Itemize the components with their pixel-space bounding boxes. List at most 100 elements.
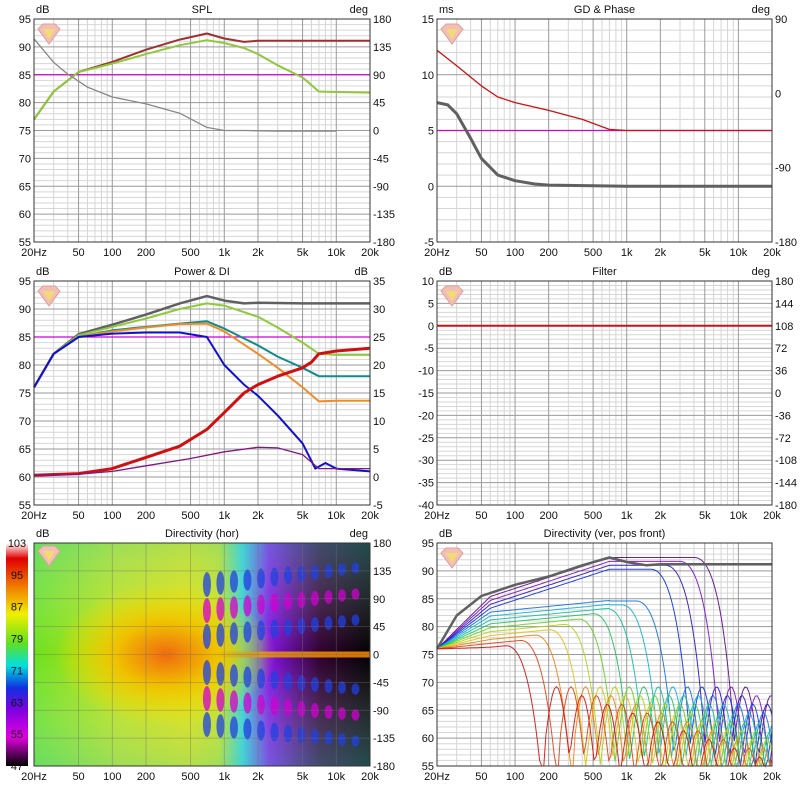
logo-gem-icon (440, 285, 464, 307)
x-tick-label: 10k (730, 510, 748, 522)
x-tick-label: 10k (730, 247, 748, 259)
y2-tick-label: -135 (373, 733, 395, 745)
y-tick-label: 70 (422, 677, 434, 689)
heatmap-lobe (351, 735, 360, 747)
colorbar-tick-label: 79 (11, 634, 23, 646)
y-tick-label: 85 (422, 594, 434, 606)
heatmap-lobe (337, 563, 346, 576)
x-tick-label: 500 (181, 771, 199, 783)
y-tick-label: 60 (19, 209, 31, 221)
x-tick-label: 50 (475, 771, 487, 783)
y-tick-label: 65 (19, 444, 31, 456)
colorbar-tick-label: 103 (8, 538, 26, 550)
heatmap-lobe (256, 620, 265, 641)
heatmap-lobe (351, 683, 360, 695)
x-tick-label: 100 (506, 510, 524, 522)
heatmap-lobe (297, 700, 306, 718)
x-tick-label: 200 (539, 510, 557, 522)
chart-title: Directivity (hor) (165, 528, 239, 540)
heatmap-lobe (337, 615, 346, 628)
y-tick-label: 90 (422, 566, 434, 578)
x-tick-label: 500 (181, 510, 199, 522)
series-line-power_di-4 (33, 331, 371, 473)
series-line-spl-2 (33, 38, 337, 132)
x-tick-label: 50 (72, 771, 84, 783)
directivity-curve (436, 634, 772, 767)
left-axis-unit: dB (439, 266, 452, 278)
y-tick-label: 80 (422, 622, 434, 634)
heatmap-lobe (324, 679, 333, 693)
left-axis-unit: dB (439, 528, 452, 540)
heatmap-lobe (229, 690, 238, 713)
logo-gem-icon (37, 285, 61, 307)
y-tick-label: 95 (422, 538, 434, 550)
x-tick-label: 1k (218, 247, 230, 259)
plot-frame (436, 280, 773, 506)
x-tick-label: 200 (539, 247, 557, 259)
heatmap-lobe (337, 733, 346, 746)
logo-gem-inner (43, 291, 55, 301)
logo-gem-icon (37, 23, 61, 45)
heatmap-lobe (283, 724, 292, 743)
x-tick-label: 10k (327, 510, 345, 522)
x-tick-label: 5k (699, 771, 711, 783)
logo-gem-inner (43, 551, 55, 561)
x-tick-label: 2k (252, 771, 264, 783)
x-tick-label: 20k (763, 510, 781, 522)
heatmap-lobe (310, 565, 319, 580)
y-tick-label: 55 (19, 237, 31, 249)
heatmap-lobe (297, 617, 306, 635)
heatmap-lobe (229, 664, 238, 687)
heatmap-lobe (297, 591, 306, 609)
y2-tick-label: 25 (373, 332, 385, 344)
heatmap-lobe (310, 617, 319, 632)
plot-frame (33, 280, 371, 506)
colorbar-tick-label: 47 (11, 761, 23, 773)
y2-tick-label: 180 (775, 276, 793, 288)
y-tick-label: 90 (19, 42, 31, 54)
right-axis-unit: deg (752, 266, 770, 278)
heatmap-lobe (297, 565, 306, 583)
y2-tick-label: -36 (775, 410, 791, 422)
y-tick-label: -10 (418, 366, 434, 378)
y-tick-label: 75 (422, 650, 434, 662)
heatmap-lobe (243, 595, 252, 617)
y-tick-label: 55 (422, 761, 434, 773)
x-tick-label: 2k (252, 247, 264, 259)
heatmap-lobe (229, 622, 238, 645)
x-tick-label: 5k (297, 771, 309, 783)
heatmap-lobe (202, 624, 211, 649)
y-tick-label: 95 (19, 14, 31, 26)
x-tick-label: 20Hz (424, 771, 450, 783)
y2-tick-label: -108 (775, 455, 797, 467)
x-tick-label: 500 (181, 247, 199, 259)
y2-tick-label: -90 (775, 163, 791, 175)
heatmap-lobe (337, 707, 346, 720)
y-tick-label: -15 (418, 388, 434, 400)
chart-title: Filter (592, 266, 617, 278)
plot-frame (33, 542, 371, 767)
y-tick-label: 75 (19, 126, 31, 138)
y2-tick-label: -180 (373, 237, 395, 249)
y-tick-label: -25 (418, 433, 434, 445)
y2-tick-label: 15 (373, 388, 385, 400)
x-tick-label: 5k (297, 247, 309, 259)
y-tick-label: 85 (19, 332, 31, 344)
y-tick-label: 60 (422, 733, 434, 745)
y2-tick-label: -90 (373, 705, 389, 717)
heatmap-lobe (229, 570, 238, 593)
x-tick-label: 1k (218, 771, 230, 783)
x-tick-label: 20k (763, 247, 781, 259)
heatmap-lobe (283, 566, 292, 585)
y2-tick-label: 108 (775, 321, 793, 333)
heatmap-lobe (297, 726, 306, 744)
x-tick-label: 200 (137, 247, 155, 259)
x-tick-label: 20k (361, 247, 379, 259)
x-tick-label: 100 (103, 771, 121, 783)
heatmap-lobe (216, 571, 225, 595)
y2-tick-label: 90 (373, 594, 385, 606)
y2-tick-label: -180 (373, 761, 395, 773)
x-tick-label: 20k (361, 510, 379, 522)
